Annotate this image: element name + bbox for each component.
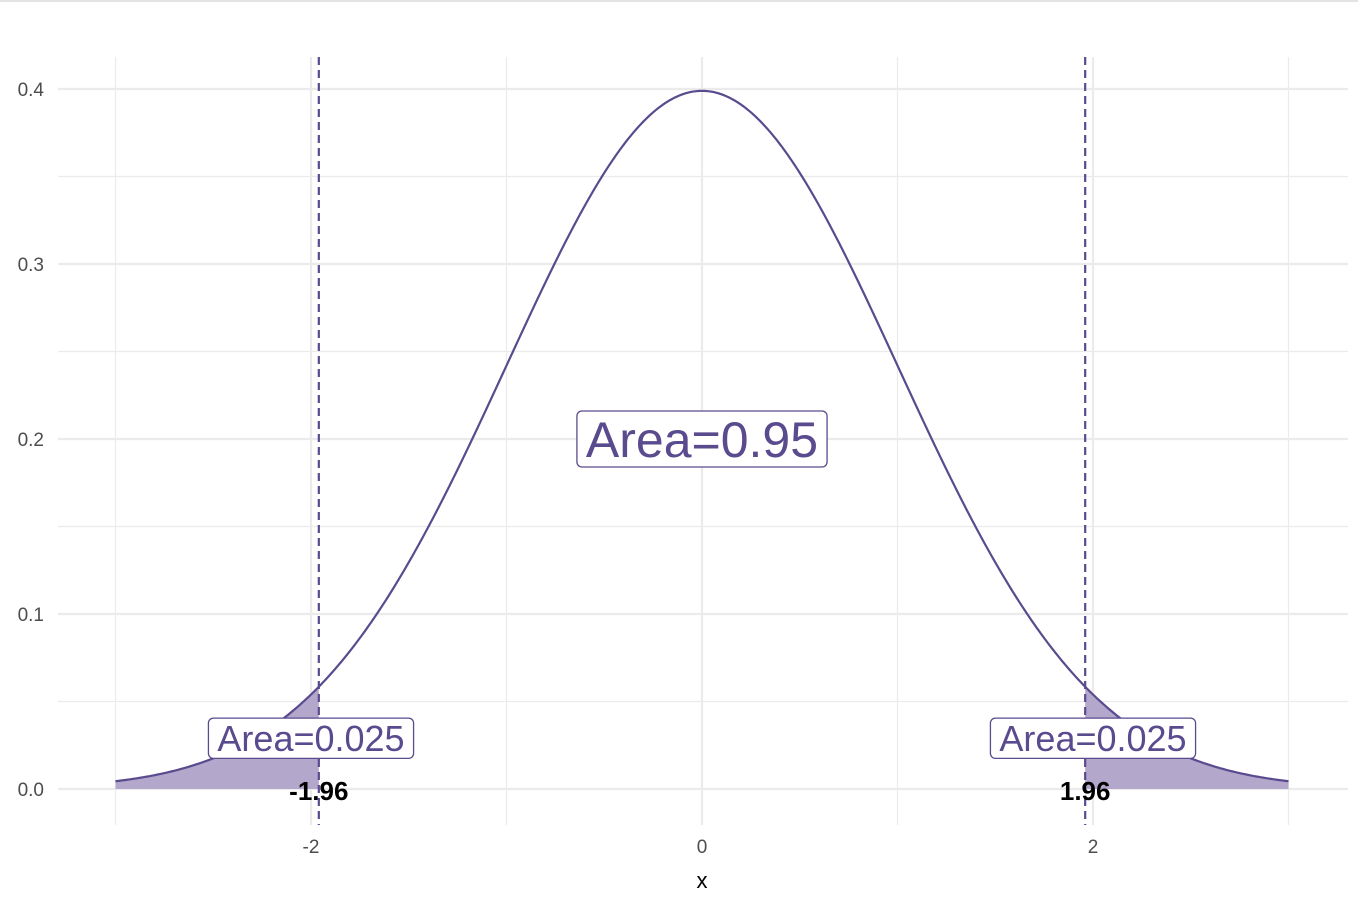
- x-axis-label: x: [697, 868, 708, 893]
- area-label-box: [576, 410, 828, 468]
- y-tick-label: 0.1: [18, 605, 44, 626]
- critical-value-lines: [317, 57, 1087, 825]
- y-tick-label: 0.3: [18, 255, 44, 276]
- area-label-text: Area=0.95: [586, 412, 818, 468]
- area-label-box: [207, 717, 415, 760]
- tail-fills: [115, 686, 1289, 789]
- x-tick-label: 2: [1088, 837, 1099, 858]
- y-tick-label: 0.2: [18, 430, 44, 451]
- top-border: [0, 0, 1358, 2]
- area-label: Area=0.95: [576, 410, 828, 468]
- y-tick-label: 0.4: [18, 80, 45, 101]
- area-label-text: Area=0.025: [999, 718, 1186, 759]
- axis-ticks: 0.0 0.1 0.2 0.3 0.4 -2 0 2: [18, 80, 1099, 858]
- area-label-box: [989, 717, 1197, 760]
- annotations: Area=0.95 Area=0.025 Area=0.025 -1.96 1.96: [207, 410, 1197, 806]
- critical-value-label: 1.96: [1060, 776, 1111, 806]
- tail-area-fill: [115, 686, 319, 789]
- area-label: Area=0.025: [207, 717, 415, 760]
- critical-value-label: -1.96: [289, 776, 348, 806]
- x-tick-label: -2: [303, 837, 320, 858]
- tail-area-fill: [1085, 686, 1289, 789]
- x-tick-label: 0: [697, 837, 708, 858]
- y-tick-label: 0.0: [18, 780, 44, 801]
- area-label-text: Area=0.025: [217, 718, 404, 759]
- density-curve: [115, 89, 1289, 783]
- area-label: Area=0.025: [989, 717, 1197, 760]
- density-curve-group: [115, 89, 1289, 783]
